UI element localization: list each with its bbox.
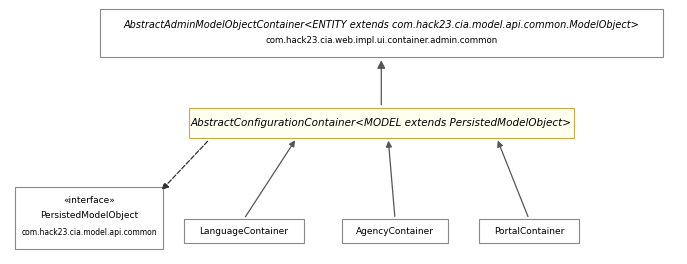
FancyBboxPatch shape <box>16 187 164 249</box>
Text: PersistedModelObject: PersistedModelObject <box>41 211 138 220</box>
Text: com.hack23.cia.web.impl.ui.container.admin.common: com.hack23.cia.web.impl.ui.container.adm… <box>265 36 497 45</box>
FancyBboxPatch shape <box>100 8 663 58</box>
Text: LanguageContainer: LanguageContainer <box>199 227 289 235</box>
FancyBboxPatch shape <box>183 219 304 243</box>
Text: AbstractConfigurationContainer<MODEL extends PersistedModelObject>: AbstractConfigurationContainer<MODEL ext… <box>191 118 572 128</box>
FancyBboxPatch shape <box>480 219 578 243</box>
Text: AbstractAdminModelObjectContainer<ENTITY extends com.hack23.cia.model.api.common: AbstractAdminModelObjectContainer<ENTITY… <box>124 20 639 30</box>
Text: PortalContainer: PortalContainer <box>494 227 564 235</box>
Text: com.hack23.cia.model.api.common: com.hack23.cia.model.api.common <box>21 228 157 237</box>
Text: AgencyContainer: AgencyContainer <box>356 227 434 235</box>
FancyBboxPatch shape <box>189 108 574 138</box>
Text: «interface»: «interface» <box>63 196 115 205</box>
FancyBboxPatch shape <box>342 219 448 243</box>
